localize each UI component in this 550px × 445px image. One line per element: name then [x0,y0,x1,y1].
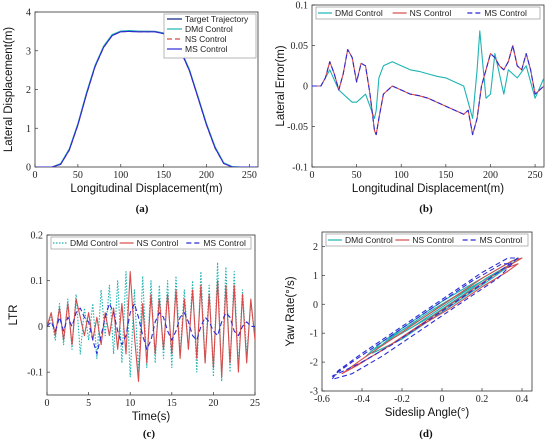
legend-entry: DMd Control [70,238,118,248]
legend-box [325,233,529,247]
x-tick-label: 50 [73,170,83,181]
x-tick-label: 200 [483,170,498,181]
legend: DMd Control NS Control MS Control [325,233,529,247]
plot-frame [46,234,256,396]
x-tick-label: 50 [352,170,362,181]
legend-entry: MS Control [480,235,523,245]
x-tick-label: 200 [199,170,214,181]
series-group [331,257,523,380]
y-tick-label: 2 [26,85,31,96]
y-axis-label: Lateral Displacement(m) [3,27,15,152]
x-tick-label: 150 [156,170,171,181]
y-tick-label: -0.1 [292,163,308,174]
x-tick-label: 250 [242,170,257,181]
y-tick-label: 1 [26,124,31,135]
series-line-ms-control [331,257,519,380]
x-tick-label: 5 [86,398,91,409]
x-tick-label: 25 [250,398,260,409]
x-tick-label: 10 [125,398,135,409]
series-group [35,30,258,167]
y-tick-label: 0 [313,300,318,311]
x-tick-label: 0.4 [516,394,529,405]
x-tick-label: 0 [440,394,445,405]
x-tick-label: 250 [528,170,543,181]
y-tick-label: 0 [38,322,43,333]
series-group [47,261,255,382]
x-axis-label: Longitudinal Displacement(m) [352,183,504,195]
legend-entry: DMd Control [185,24,233,34]
legend-entry: NS Control [137,238,179,248]
legend-entry: MS Control [484,8,527,18]
x-tick-label: 20 [208,398,218,409]
legend-box [50,236,252,250]
series-line-ns-control [47,271,255,382]
series-line-dmd-control [365,257,519,357]
x-tick-label: 150 [438,170,453,181]
legend: DMd Control NS Control MS Control [315,6,541,20]
legend-entry: MS Control [185,44,228,54]
series-line-ms-control [35,30,258,167]
x-tick-label: 0.2 [476,394,489,405]
panel-caption: (b) [419,203,433,215]
legend: DMd Control NS Control MS Control [50,236,252,250]
x-axis-label: Longitudinal Displacement(m) [70,183,222,195]
legend-box [315,6,541,20]
y-tick-label: 2 [313,242,318,253]
y-tick-label: 1 [313,271,318,282]
series-group [312,30,544,136]
series-line-ns-control [341,257,523,375]
y-tick-label: 0.2 [31,231,44,242]
panel-caption: (a) [136,203,149,215]
legend-entry: NS Control [410,8,452,18]
series-line-ms-control [312,44,544,136]
y-axis-label: Lateral Error(m) [275,45,287,126]
legend-entry: MS Control [203,238,246,248]
x-tick-label: 100 [394,170,409,181]
x-tick-label: -0.6 [314,394,330,405]
y-tick-label: -2 [310,358,318,369]
x-tick-label: 0 [33,170,38,181]
plot-frame [311,4,545,168]
y-tick-label: -1 [310,329,318,340]
y-tick-label: 3 [26,46,31,57]
x-axis-label: Time(s) [132,411,171,423]
x-tick-label: 15 [167,398,177,409]
legend-entry: NS Control [185,34,227,44]
x-tick-label: 0 [45,398,50,409]
y-axis-label: Yaw Rate(°/s) [285,276,297,346]
y-tick-label: 0.1 [31,276,44,287]
chart-panel-b: 0 50 100 150 200 250 -0.1 -0.05 0 0.05 0.1 Longitud… [275,1,545,215]
y-axis-label: LTR [8,305,20,326]
chart-panel-a: 0 50 100 150 200 250 0 1 2 3 4 Longitudinal Displac… [3,8,259,215]
y-tick-label: 4 [26,8,31,19]
y-tick-label: 0.1 [296,1,309,12]
y-tick-label: 0 [303,82,308,93]
legend-entry: Target Trajectory [185,14,249,24]
x-tick-label: 100 [113,170,128,181]
x-tick-label: 0 [310,170,315,181]
y-tick-label: 0.05 [291,41,309,52]
x-axis-label: Sideslip Angle(°) [385,407,470,419]
y-tick-label: -3 [310,387,318,398]
legend-entry: NS Control [412,235,454,245]
panel-caption: (c) [143,428,156,440]
legend-box [163,13,257,59]
legend-entry: DMd Control [345,235,393,245]
x-tick-label: -0.2 [394,394,410,405]
y-tick-label: -0.05 [287,122,308,133]
chart-panel-d: -0.6 -0.4 -0.2 0 0.2 0.4 -3 -2 -1 0 1 2 Sideslip Ang… [285,231,533,440]
chart-panel-c: 0 5 10 15 20 25 -0.1 0 0.1 0.2 Time(s) LTR DMd Contr… [8,231,260,441]
panel-caption: (d) [419,428,433,440]
x-tick-label: -0.4 [354,394,370,405]
series-line-dmd-control [312,30,544,119]
y-tick-label: 0 [26,163,31,174]
y-tick-label: -0.1 [27,368,43,379]
legend-entry: DMd Control [335,8,383,18]
